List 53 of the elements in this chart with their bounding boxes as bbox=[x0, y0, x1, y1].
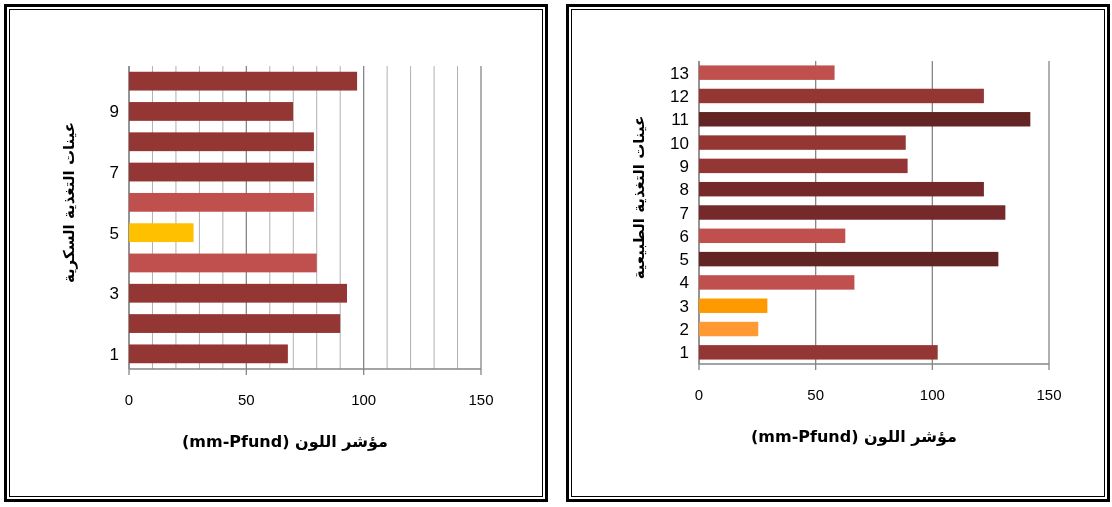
y-tick-label: 12 bbox=[670, 86, 689, 106]
bar bbox=[699, 228, 846, 244]
y-tick-label: 11 bbox=[671, 110, 689, 130]
bar bbox=[699, 181, 984, 197]
y-tick-label: 9 bbox=[109, 102, 119, 122]
y-tick-label: 3 bbox=[109, 284, 119, 304]
bar bbox=[129, 223, 194, 243]
bar bbox=[129, 253, 317, 273]
x-tick-label: 0 bbox=[694, 386, 704, 403]
y-tick-label: 8 bbox=[679, 180, 689, 200]
bar bbox=[129, 162, 314, 182]
x-tick-label: 50 bbox=[237, 391, 255, 408]
x-axis-title: مؤشر اللون (mm-Pfund) bbox=[181, 432, 389, 451]
bar bbox=[129, 71, 358, 91]
bar bbox=[699, 205, 1006, 220]
y-tick-label: 1 bbox=[109, 344, 119, 364]
y-tick-label: 9 bbox=[679, 156, 689, 176]
bar bbox=[699, 158, 908, 174]
y-tick-label: 6 bbox=[679, 226, 689, 246]
bar bbox=[129, 314, 341, 333]
bar bbox=[699, 65, 835, 80]
y-tick-label: 4 bbox=[679, 273, 689, 293]
y-tick-label: 13 bbox=[670, 63, 689, 83]
y-tick-label: 5 bbox=[109, 223, 119, 243]
bar bbox=[699, 135, 906, 150]
y-tick-label: 10 bbox=[670, 133, 689, 153]
x-tick-label: 150 bbox=[468, 391, 494, 408]
bar bbox=[129, 102, 294, 121]
y-tick-label: 5 bbox=[679, 250, 689, 270]
bar bbox=[699, 345, 938, 360]
x-tick-label: 0 bbox=[124, 391, 134, 408]
y-tick-label: 3 bbox=[679, 296, 689, 316]
x-tick-label: 100 bbox=[351, 391, 377, 408]
x-tick-label: 150 bbox=[1036, 386, 1062, 403]
bar bbox=[699, 275, 855, 290]
y-tick-label: 7 bbox=[679, 203, 689, 223]
y-axis-title: عينات التغذية السكرية bbox=[60, 121, 78, 284]
bar bbox=[699, 251, 999, 267]
y-axis-title: عينات التغذية الطبيعية bbox=[630, 115, 648, 280]
bar bbox=[699, 88, 984, 104]
y-tick-label: 7 bbox=[109, 163, 119, 183]
bar bbox=[129, 283, 348, 303]
y-tick-label: 1 bbox=[679, 343, 689, 363]
bar bbox=[129, 344, 288, 364]
x-tick-label: 50 bbox=[807, 386, 825, 403]
bar bbox=[129, 192, 314, 212]
bar bbox=[699, 112, 1031, 127]
bar bbox=[129, 132, 314, 152]
bar bbox=[699, 321, 759, 337]
x-tick-label: 100 bbox=[919, 386, 945, 403]
x-axis-title: مؤشر اللون (mm-Pfund) bbox=[750, 427, 958, 446]
y-tick-label: 2 bbox=[679, 320, 689, 340]
bar bbox=[699, 298, 768, 313]
